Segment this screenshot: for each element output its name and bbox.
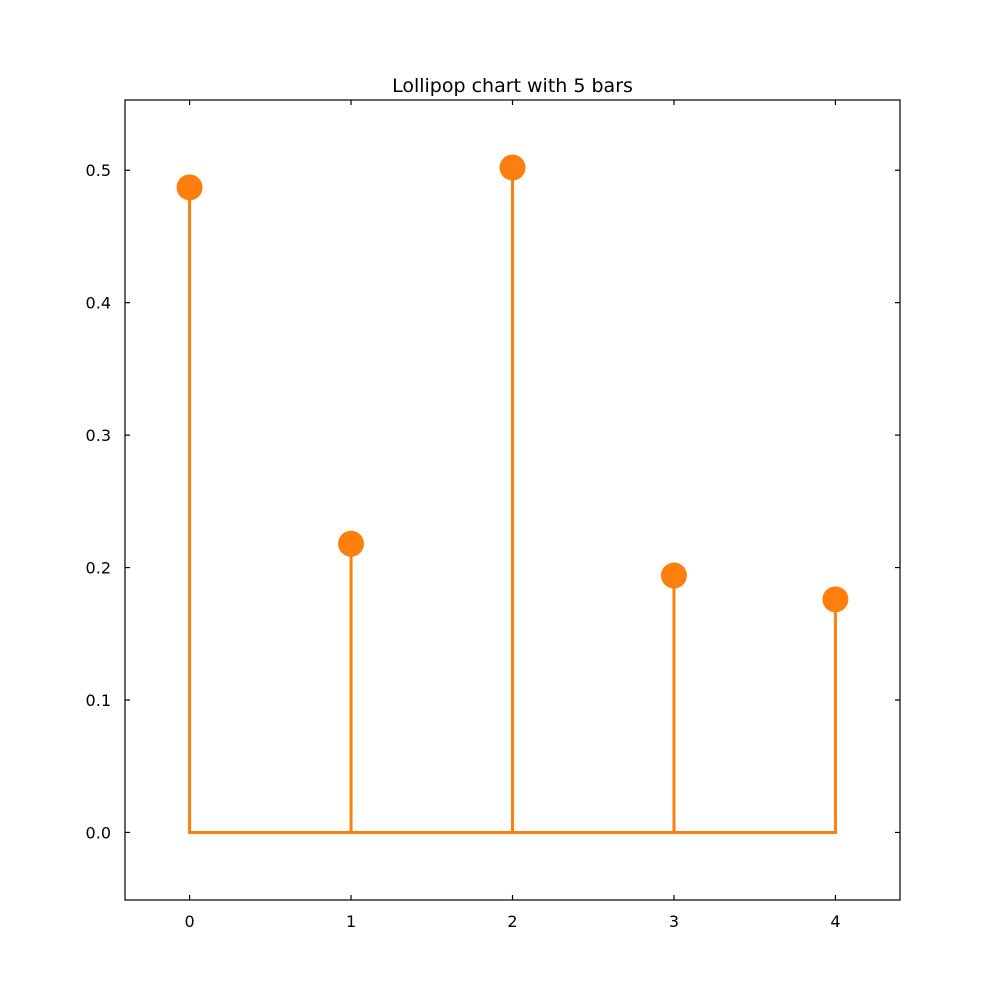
x-tick-label-4: 4	[830, 912, 840, 931]
x-tick-label-2: 2	[507, 912, 517, 931]
chart-marks	[176, 154, 849, 834]
marker-1	[338, 530, 365, 557]
y-tick-label-2: 0.2	[86, 559, 111, 578]
marker-4	[822, 586, 849, 613]
y-tick-label-1: 0.1	[86, 691, 111, 710]
y-tick-label-3: 0.3	[86, 426, 111, 445]
marker-0	[176, 174, 203, 201]
y-tick-label-5: 0.5	[86, 161, 111, 180]
marker-3	[660, 562, 687, 589]
chart-title: Lollipop chart with 5 bars	[392, 75, 633, 97]
y-tick-label-0: 0.0	[86, 823, 111, 842]
y-tick-label-4: 0.4	[86, 294, 111, 313]
x-tick-label-1: 1	[346, 912, 356, 931]
chart-axes: 0 1 2 3 4 0.0 0.1 0.2 0.3 0.4 0.5	[86, 99, 901, 931]
marker-2	[499, 154, 526, 181]
x-tick-label-0: 0	[184, 912, 194, 931]
x-tick-label-3: 3	[669, 912, 679, 931]
